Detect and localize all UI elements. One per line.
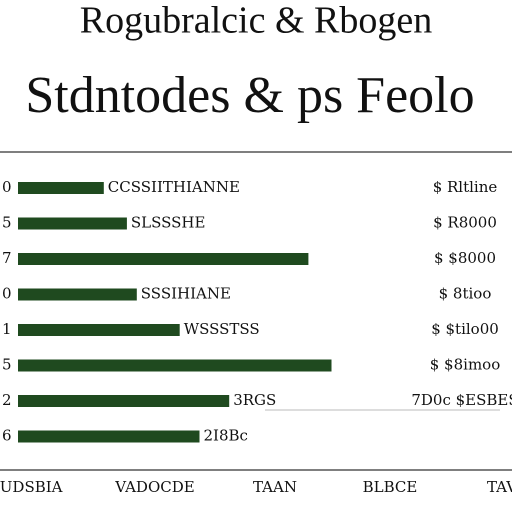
y-tick-label: 0 (2, 178, 12, 196)
x-label: TAV (487, 478, 512, 496)
chart-subtitle: Stdntodes & ps Feolo (25, 67, 474, 124)
chart-title: Rogubralcic & Rbogen (80, 0, 432, 42)
x-label: QUDSBIA (0, 478, 63, 496)
bar-label: SSSIHIANE (141, 285, 231, 303)
x-label: BLBCE (363, 478, 418, 496)
y-tick-label: 5 (2, 356, 12, 374)
bar (18, 395, 230, 407)
right-label: $ $8imoo (430, 356, 500, 374)
right-label: $ Rltline (433, 178, 498, 196)
y-tick-label: 7 (2, 249, 12, 267)
y-tick-label: 2 (2, 391, 12, 409)
right-label: $ $8000 (434, 249, 496, 267)
y-tick-label: 5 (2, 214, 12, 232)
bar (18, 288, 137, 301)
right-label: $ 8tioo (439, 285, 492, 303)
x-label: TAAN (253, 478, 297, 496)
bar (18, 182, 104, 194)
y-tick-label: 0 (2, 285, 12, 303)
right-label: 7D0c $ESBES (411, 391, 512, 409)
bar-label: 3RGS (233, 391, 276, 409)
x-label: VADOCDE (114, 478, 194, 496)
bar (18, 217, 127, 230)
bar-label: WSSSTSS (184, 320, 260, 338)
bar (18, 359, 332, 372)
bar-label: CCSSIITHIANNE (108, 178, 240, 196)
bar (18, 324, 180, 336)
bar (18, 253, 309, 265)
right-label: $ R8000 (433, 214, 497, 232)
y-tick-label: 6 (2, 427, 12, 445)
bar (18, 430, 200, 443)
y-tick-label: 1 (2, 320, 12, 338)
bar-label: SLSSSHE (131, 214, 206, 232)
bar-label: 2I8Bc (204, 427, 248, 445)
right-label: $ $tilo00 (431, 320, 499, 338)
